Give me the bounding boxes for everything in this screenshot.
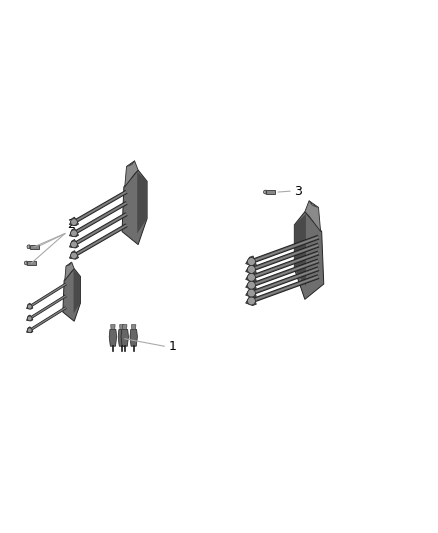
Circle shape — [247, 257, 255, 265]
Polygon shape — [137, 172, 147, 233]
Polygon shape — [109, 329, 117, 346]
Circle shape — [27, 304, 32, 309]
Circle shape — [247, 281, 255, 289]
Polygon shape — [27, 327, 33, 333]
Polygon shape — [123, 325, 127, 329]
Polygon shape — [127, 161, 134, 166]
Circle shape — [247, 289, 255, 297]
Circle shape — [71, 219, 78, 225]
Circle shape — [247, 273, 255, 281]
Polygon shape — [67, 262, 72, 266]
Polygon shape — [70, 217, 78, 225]
Polygon shape — [294, 214, 306, 286]
Polygon shape — [70, 228, 78, 237]
Bar — [27, 261, 36, 265]
Bar — [30, 245, 39, 249]
Polygon shape — [294, 212, 324, 300]
Polygon shape — [263, 190, 266, 194]
Polygon shape — [27, 303, 33, 309]
Polygon shape — [121, 329, 128, 346]
Polygon shape — [246, 264, 256, 274]
Polygon shape — [27, 245, 30, 249]
Polygon shape — [27, 315, 33, 321]
Polygon shape — [130, 329, 138, 346]
Polygon shape — [246, 256, 256, 266]
Polygon shape — [131, 325, 136, 329]
Circle shape — [27, 316, 32, 321]
Polygon shape — [125, 161, 138, 187]
Polygon shape — [65, 262, 74, 280]
Bar — [266, 190, 275, 194]
Polygon shape — [309, 201, 318, 207]
Circle shape — [71, 230, 78, 237]
Polygon shape — [305, 201, 321, 231]
Polygon shape — [246, 272, 256, 282]
Circle shape — [247, 265, 255, 273]
Polygon shape — [246, 287, 256, 297]
Circle shape — [27, 328, 32, 333]
Circle shape — [71, 252, 78, 259]
Polygon shape — [118, 329, 126, 346]
Polygon shape — [63, 269, 81, 321]
Polygon shape — [122, 170, 147, 245]
Text: 3: 3 — [294, 184, 302, 198]
Polygon shape — [120, 325, 124, 329]
Circle shape — [71, 241, 78, 248]
Polygon shape — [70, 239, 78, 248]
Polygon shape — [111, 325, 115, 329]
Text: 2: 2 — [67, 219, 75, 231]
Polygon shape — [70, 251, 78, 259]
Polygon shape — [246, 280, 256, 290]
Polygon shape — [246, 295, 256, 305]
Circle shape — [247, 297, 255, 305]
Polygon shape — [24, 261, 27, 265]
Text: 1: 1 — [169, 340, 177, 353]
Polygon shape — [74, 270, 81, 313]
